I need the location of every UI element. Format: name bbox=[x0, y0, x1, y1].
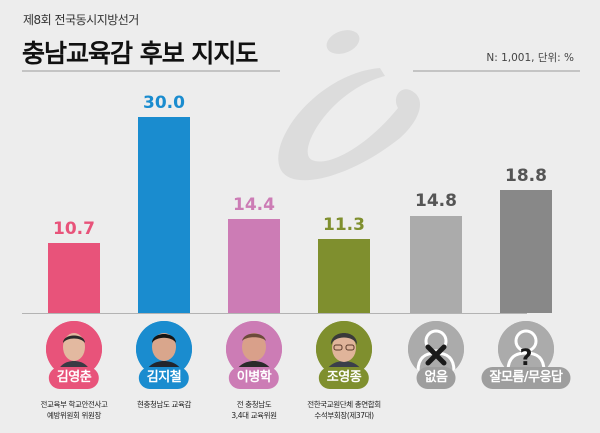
description-line: 전 충청남도 bbox=[236, 400, 272, 409]
option-label: 잘모름/무응답 bbox=[481, 367, 571, 389]
description-line: 현충청남도 교육감 bbox=[137, 400, 191, 409]
sample-info: N: 1,001, 단위: % bbox=[486, 52, 574, 64]
description-line: 전한국교원단체 총연합회 bbox=[307, 400, 381, 409]
subtitle: 제8회 전국동시지방선거 bbox=[23, 13, 139, 27]
option-column-dont-know: 18.8 ? 잘모름/무응답 bbox=[481, 0, 571, 433]
bar bbox=[410, 216, 462, 313]
page-title: 충남교육감 후보 지지도 bbox=[22, 39, 258, 68]
bar bbox=[228, 219, 280, 313]
candidate-description: 전한국교원단체 총연합회 수석부회장(제37대) bbox=[284, 399, 404, 421]
option-column-none: 14.8 없음 bbox=[391, 0, 481, 433]
meta-underline bbox=[413, 70, 580, 72]
bar bbox=[318, 239, 370, 313]
description-line: 수석부회장(제37대) bbox=[314, 411, 374, 420]
svg-text:?: ? bbox=[520, 346, 533, 371]
candidate-name: 김영춘 bbox=[48, 367, 100, 389]
candidate-name: 김지철 bbox=[138, 367, 190, 389]
candidate-description: 현충청남도 교육감 bbox=[104, 399, 224, 410]
candidate-column: 14.4 이병학 전 충청남도 3,4대 교육위원 bbox=[209, 0, 299, 433]
bar bbox=[48, 243, 100, 313]
value-label: 14.4 bbox=[233, 195, 275, 215]
candidate-name: 이병학 bbox=[228, 367, 280, 389]
title-underline bbox=[22, 70, 280, 72]
candidate-description: 전교육부 학교안전사고 예방위원회 위원장 bbox=[14, 399, 134, 421]
option-label: 없음 bbox=[416, 367, 456, 389]
candidate-name: 조영종 bbox=[318, 367, 370, 389]
value-label: 14.8 bbox=[415, 191, 457, 211]
value-label: 10.7 bbox=[53, 219, 95, 239]
value-label: 11.3 bbox=[323, 215, 365, 235]
bar bbox=[138, 117, 190, 313]
chart-baseline bbox=[22, 313, 527, 314]
bar bbox=[500, 190, 552, 313]
candidate-description: 전 충청남도 3,4대 교육위원 bbox=[194, 399, 314, 421]
value-label: 30.0 bbox=[143, 93, 185, 113]
candidate-column: 10.7 김영춘 전교육부 학교안전사고 예방위원회 위원장 bbox=[29, 0, 119, 433]
description-line: 예방위원회 위원장 bbox=[47, 411, 101, 420]
candidate-column: 11.3 조영종 전한국교원단체 총연합회 수석부회장(제37대) bbox=[299, 0, 389, 433]
logo-watermark-icon bbox=[278, 30, 421, 181]
description-line: 3,4대 교육위원 bbox=[231, 411, 277, 420]
description-line: 전교육부 학교안전사고 bbox=[40, 400, 108, 409]
candidate-column: 30.0 김지철 현충청남도 교육감 bbox=[119, 0, 209, 433]
value-label: 18.8 bbox=[505, 166, 547, 186]
